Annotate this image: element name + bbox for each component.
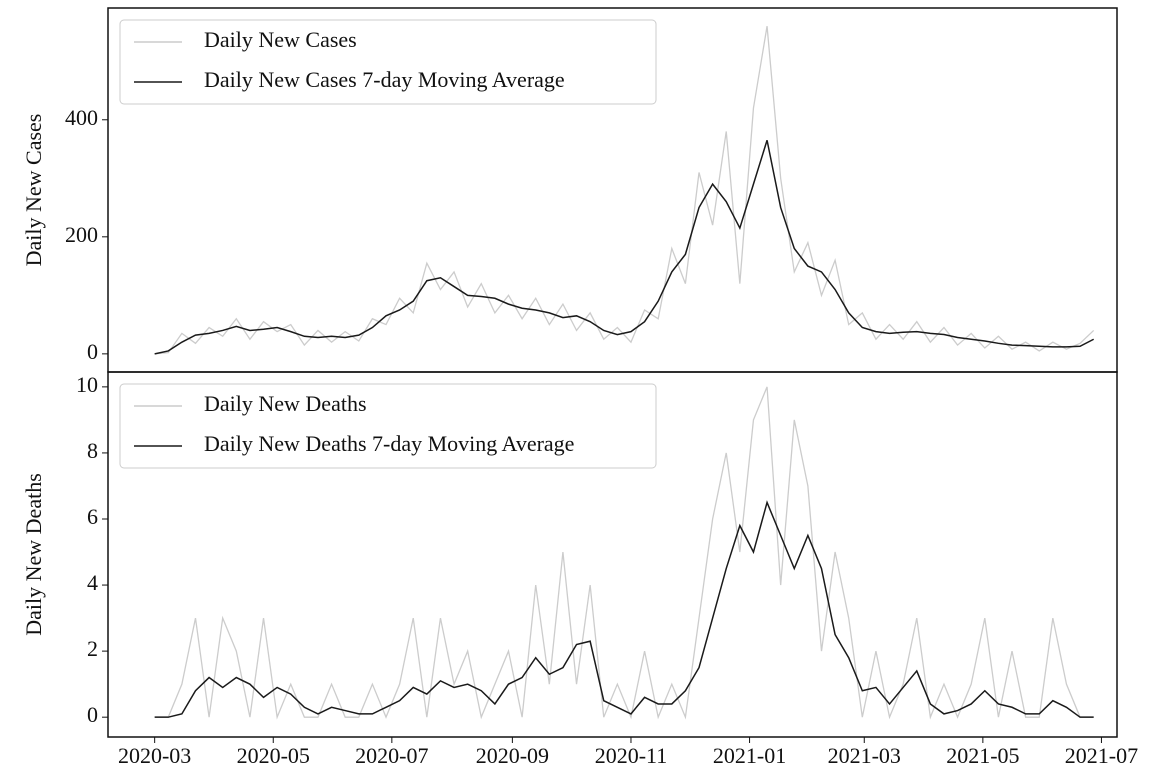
y-tick-label: 0 [87,339,98,364]
x-tick-label: 2020-09 [476,743,549,768]
y-axis-label: Daily New Cases [21,114,46,267]
y-tick-label: 6 [87,504,98,529]
y-tick-label: 4 [87,570,98,595]
plot-frame [107,371,1118,738]
y-tick-label: 400 [65,105,98,130]
x-tick-label: 2021-03 [828,743,901,768]
y-tick-label: 200 [65,222,98,247]
x-tick-label: 2020-11 [595,743,668,768]
y-axis-label: Daily New Deaths [21,473,46,636]
series-line [154,500,1094,718]
legend-label: Daily New Cases [204,27,357,52]
y-tick-label: 2 [87,636,98,661]
series-line [154,26,1095,355]
legend-label: Daily New Deaths [204,391,367,416]
x-tick-label: 2021-07 [1065,743,1138,768]
series-line [154,140,1095,355]
legend-box [119,383,657,469]
legend-label: Daily New Deaths 7-day Moving Average [204,431,574,456]
x-tick-label: 2021-01 [713,743,786,768]
x-tick-label: 2020-03 [118,743,191,768]
x-tick-label: 2020-07 [355,743,428,768]
x-tick-label: 2021-05 [946,743,1019,768]
legend-box [119,19,657,105]
y-tick-label: 10 [76,372,98,397]
legend-label: Daily New Cases 7-day Moving Average [204,67,565,92]
x-tick-label: 2020-05 [237,743,310,768]
series-line [154,386,1094,720]
y-tick-label: 8 [87,438,98,463]
y-tick-label: 0 [87,702,98,727]
